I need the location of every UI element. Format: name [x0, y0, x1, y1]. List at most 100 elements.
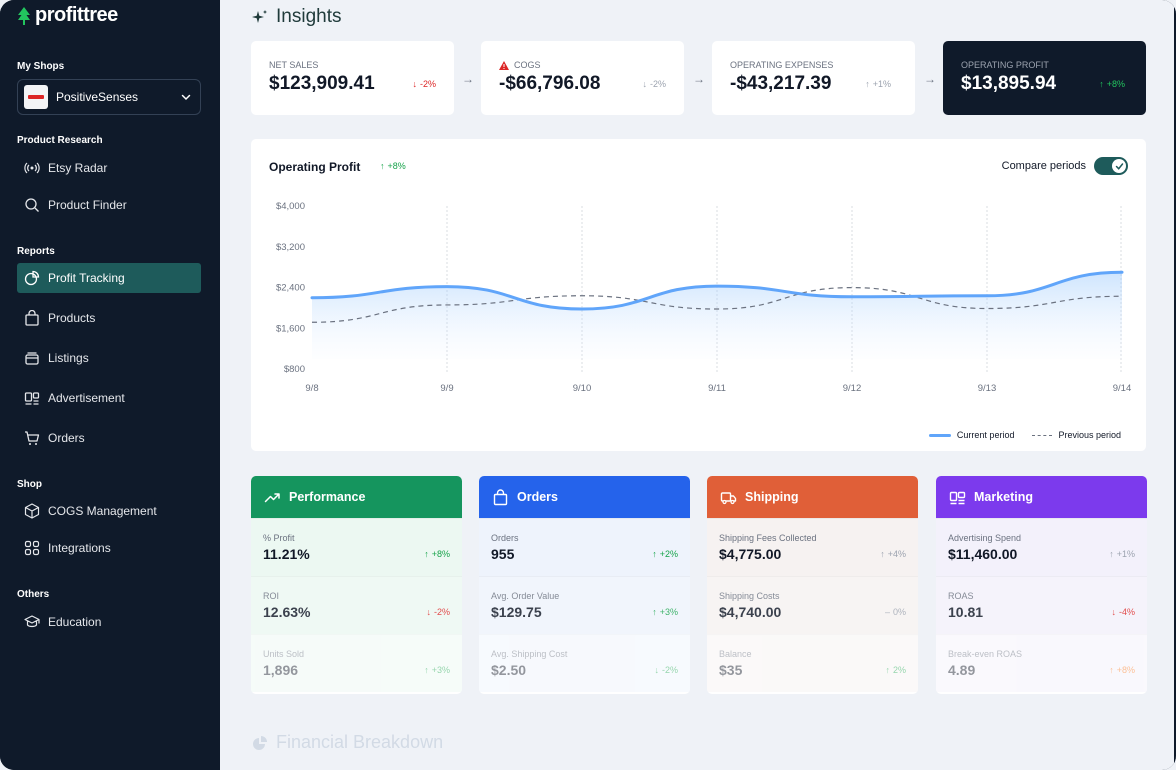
metric-label: Orders [491, 533, 519, 543]
sidebar-item-integrations[interactable]: Integrations [17, 533, 201, 563]
change-value: +1% [1116, 549, 1135, 559]
x-tick-label: 9/14 [1113, 383, 1132, 394]
legend-label: Current period [956, 430, 1015, 440]
radar-icon [24, 162, 40, 174]
logo[interactable]: profittree [17, 4, 118, 27]
arrow-up-icon: ↑ [424, 549, 429, 559]
arrow-down-icon: ↓ [642, 79, 647, 89]
metric-value: $4,740.00 [719, 604, 782, 620]
kpi-operating-profit[interactable]: OPERATING PROFIT $13,895.94 ↑ +8% [943, 41, 1146, 115]
truck-icon [720, 491, 737, 504]
sidebar-item-products[interactable]: Products [17, 303, 201, 333]
arrow-up-icon: ↑ [424, 665, 429, 675]
metric-label: ROAS [948, 591, 974, 601]
metric-value: $129.75 [491, 604, 542, 620]
sidebar-item-advertisement[interactable]: Advertisement [17, 383, 201, 413]
change-value: +3% [659, 607, 678, 617]
metric-label: Units Sold [263, 649, 305, 659]
pie-chart-icon [24, 270, 40, 286]
kpi-net-sales[interactable]: NET SALES $123,909.41 ↓ -2% [251, 41, 454, 115]
shop-avatar [24, 85, 48, 109]
arrow-up-icon: ↑ [1109, 549, 1114, 559]
change-badge: ↓ -2% [426, 607, 450, 617]
change-value: +8% [1116, 665, 1135, 675]
metric-label: Avg. Order Value [491, 591, 560, 601]
metric-value: 955 [491, 546, 515, 562]
change-badge: ↑ +8% [1099, 79, 1125, 89]
card-title: Shipping [745, 490, 799, 504]
change-badge: ↓ -2% [642, 79, 666, 89]
chart-change-badge: ↑ +8% [380, 161, 406, 171]
shipping-card: Shipping Shipping Fees Collected $4,775.… [707, 476, 918, 694]
sidebar-item-label: Products [48, 311, 96, 325]
sidebar-item-orders[interactable]: Orders [17, 423, 201, 453]
sidebar-item-listings[interactable]: Listings [17, 343, 201, 373]
x-tick-label: 9/9 [440, 383, 453, 394]
compare-label: Compare periods [1001, 160, 1086, 172]
compare-toggle[interactable] [1094, 157, 1128, 175]
kpi-label: COGS [514, 60, 541, 70]
sidebar-item-label: Integrations [48, 541, 111, 555]
sidebar-item-education[interactable]: Education [17, 607, 201, 637]
change-value: +3% [431, 665, 450, 675]
change-value: +2% [659, 549, 678, 559]
sidebar-item-product-finder[interactable]: Product Finder [17, 190, 201, 220]
metric-row: Break-even ROAS 4.89 ↑ +8% [936, 634, 1147, 692]
change-value: -2% [649, 79, 666, 89]
box-icon [24, 503, 40, 519]
change-value: 0% [892, 607, 906, 617]
advertisement-icon [949, 491, 966, 504]
metric-row: Avg. Shipping Cost $2.50 ↓ -2% [479, 634, 690, 692]
legend-current: Current period [928, 430, 1015, 440]
change-badge: ↓ -2% [654, 665, 678, 675]
metric-row: Shipping Fees Collected $4,775.00 ↑ +4% [707, 518, 918, 576]
arrow-up-icon: ↑ [885, 665, 890, 675]
x-tick-label: 9/12 [843, 383, 862, 394]
kpi-cogs[interactable]: COGS -$66,796.08 ↓ -2% [481, 41, 684, 115]
page-title: Insights [252, 6, 341, 28]
metric-label: ROI [263, 591, 280, 601]
metric-label: Avg. Shipping Cost [491, 649, 568, 659]
operating-profit-chart-card: $4,000 $3,200 $2,400 $1,600 $800 9/8 9/9 9/10 9/… [251, 139, 1146, 451]
chart-title: Operating Profit [269, 160, 361, 174]
sidebar-item-profit-tracking[interactable]: Profit Tracking [17, 263, 201, 293]
graduation-cap-icon [24, 615, 40, 628]
metric-row: ROI 12.63% ↓ -2% [251, 576, 462, 634]
my-shops-title: My Shops [17, 61, 65, 72]
metric-value: $2.50 [491, 662, 527, 678]
change-value: -2% [419, 79, 436, 89]
metric-row: Balance $35 ↑ 2% [707, 634, 918, 692]
sidebar-item-label: Product Finder [48, 198, 127, 212]
trending-up-icon [264, 492, 280, 502]
arrow-up-icon: ↑ [880, 549, 885, 559]
metric-value: 12.63% [263, 604, 311, 620]
arrow-down-icon: ↓ [1111, 607, 1116, 617]
y-tick-label: $2,400 [276, 283, 305, 294]
financial-breakdown-title: Financial Breakdown [252, 732, 443, 753]
reports-title: Reports [17, 246, 55, 257]
sidebar-item-label: Listings [48, 351, 89, 365]
change-value: +8% [387, 161, 406, 171]
check-icon [1115, 162, 1123, 170]
card-title: Performance [289, 490, 366, 504]
kpi-operating-expenses[interactable]: OPERATING EXPENSES -$43,217.39 ↑ +1% [712, 41, 915, 115]
card-header: Shipping [707, 476, 918, 518]
y-tick-label: $4,000 [276, 201, 305, 212]
change-value: -2% [661, 665, 678, 675]
metric-label: Shipping Fees Collected [719, 533, 817, 543]
metric-label: Balance [719, 649, 752, 659]
legend-label: Previous period [1058, 430, 1121, 440]
metric-value: 4.89 [948, 662, 976, 678]
sidebar-item-etsy-radar[interactable]: Etsy Radar [17, 153, 201, 183]
sidebar-item-cogs[interactable]: COGS Management [17, 496, 201, 526]
change-badge: ↑ +8% [1109, 665, 1135, 675]
metric-row: Avg. Order Value $129.75 ↑ +3% [479, 576, 690, 634]
shop-select[interactable]: PositiveSenses [17, 79, 201, 115]
card-header: Marketing [936, 476, 1147, 518]
arrow-down-icon: ↓ [426, 607, 431, 617]
kpi-label: NET SALES [269, 60, 319, 70]
pie-chart-icon [253, 735, 267, 750]
change-badge: ↑ +2% [652, 549, 678, 559]
kpi-value: $13,895.94 [961, 73, 1057, 94]
